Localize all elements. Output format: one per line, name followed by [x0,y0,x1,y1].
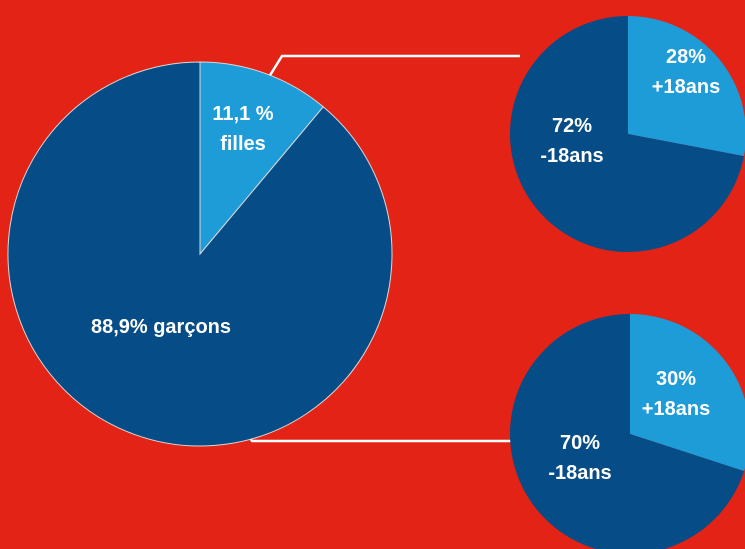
pie-top-slice-plus18 [628,16,745,157]
pie-bottom: 30% +18ans 70% -18ans [510,314,745,549]
pie-top: 28% +18ans 72% -18ans [509,15,745,252]
pie-bottom-label-plus18-name: +18ans [642,398,710,420]
pie-main: 11,1 % filles 88,9% garçons [7,61,393,447]
pie-main-label-garcons: 88,9% garçons [91,316,231,338]
pie-main-label-filles-name: filles [220,133,266,155]
pie-bottom-label-plus18-value: 30% [656,368,696,390]
pie-bottom-slice-minus18 [510,314,745,549]
pie-bottom-slice-plus18 [630,314,745,472]
pie-bottom-label-minus18-name: -18ans [548,462,611,484]
pie-main-slice-filles [199,61,325,256]
pie-main-slice-garcons [7,61,393,447]
pie-top-label-plus18-name: +18ans [652,76,720,98]
pie-main-label-filles-value: 11,1 % [212,103,273,125]
pie-top-label-minus18-value: 72% [552,115,592,137]
pie-bottom-label-minus18-value: 70% [560,432,600,454]
pie-top-label-minus18-name: -18ans [540,145,603,167]
pie-top-label-plus18-value: 28% [666,46,706,68]
pie-top-slice-minus18 [509,15,744,252]
connector-line-filles [257,54,520,94]
